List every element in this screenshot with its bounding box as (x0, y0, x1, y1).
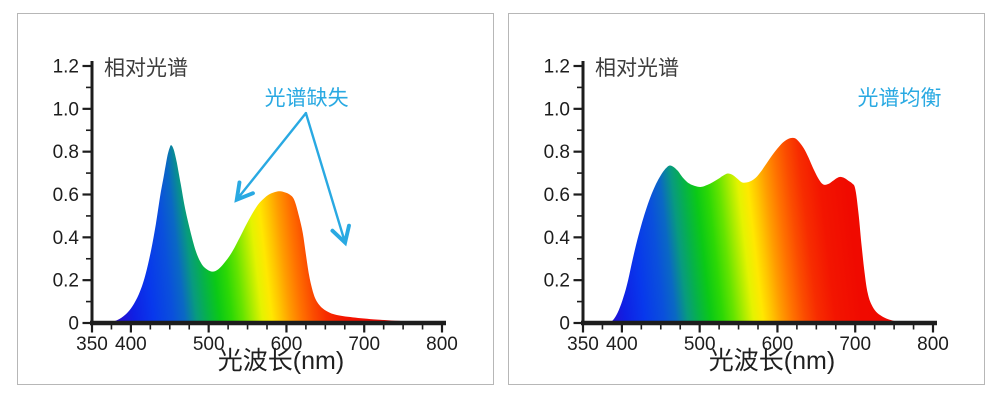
tick-labels: 350 400 500 600 700 800 0 0.2 0.4 0.6 0.8 1.0 1.2 (53, 57, 458, 356)
y-tick-label: 1.0 (544, 99, 570, 120)
spectrum-area (109, 145, 442, 323)
chart-title: 相对光谱 (595, 57, 679, 80)
y-tick-label: 0.4 (544, 228, 571, 249)
x-tick-label: 400 (606, 334, 638, 355)
x-tick-label: 350 (567, 334, 599, 355)
y-tick-label: 0 (559, 314, 570, 335)
x-tick-label: 800 (917, 334, 949, 355)
annotation-arrow (304, 111, 351, 247)
chart-title: 相对光谱 (104, 57, 188, 80)
tick-labels: 350 400 500 600 700 800 0 0.2 0.4 0.6 0.8 1.0 1.2 (544, 57, 949, 356)
x-tick-label: 600 (762, 334, 794, 355)
spectrum-area (609, 137, 902, 323)
x-tick-label: 350 (76, 334, 108, 355)
y-tick-label: 1.2 (53, 57, 79, 78)
x-tick-label: 800 (426, 334, 458, 355)
annotation-arrows (234, 111, 351, 247)
y-tick-label: 0.6 (53, 185, 79, 206)
x-tick-label: 700 (348, 334, 380, 355)
axis-ticks (82, 64, 444, 333)
annotation-arrow (234, 111, 308, 203)
y-tick-label: 0.6 (544, 185, 570, 206)
y-tick-label: 0.8 (53, 142, 79, 163)
y-tick-label: 1.0 (53, 99, 79, 120)
x-tick-label: 500 (684, 334, 716, 355)
right-spectrum-chart: 350 400 500 600 700 800 0 0.2 0.4 0.6 0.8 1.0 1.2 相对… (544, 57, 949, 376)
x-tick-label: 700 (839, 334, 871, 355)
x-tick-label: 400 (115, 334, 147, 355)
y-tick-label: 0 (68, 314, 79, 335)
y-tick-label: 0.2 (53, 271, 79, 292)
annotation-label: 光谱均衡 (858, 87, 942, 110)
x-tick-label: 500 (193, 334, 225, 355)
left-spectrum-chart: 350 400 500 600 700 800 0 0.2 0.4 0.6 0.8 1.0 1.2 相对… (53, 57, 458, 376)
y-tick-label: 0.8 (544, 142, 570, 163)
x-axis-label: 光波长(nm) (709, 347, 835, 375)
annotation-label: 光谱缺失 (265, 87, 349, 110)
y-tick-label: 1.2 (544, 57, 570, 78)
y-tick-label: 0.4 (53, 228, 80, 249)
left-spectrum-card: 350 400 500 600 700 800 0 0.2 0.4 0.6 0.8 1.0 1.2 相对… (17, 13, 494, 385)
y-tick-label: 0.2 (544, 271, 570, 292)
axis-ticks (573, 64, 935, 333)
right-spectrum-card: 350 400 500 600 700 800 0 0.2 0.4 0.6 0.8 1.0 1.2 相对… (508, 13, 985, 385)
x-tick-label: 600 (271, 334, 303, 355)
x-axis-label: 光波长(nm) (218, 347, 344, 375)
